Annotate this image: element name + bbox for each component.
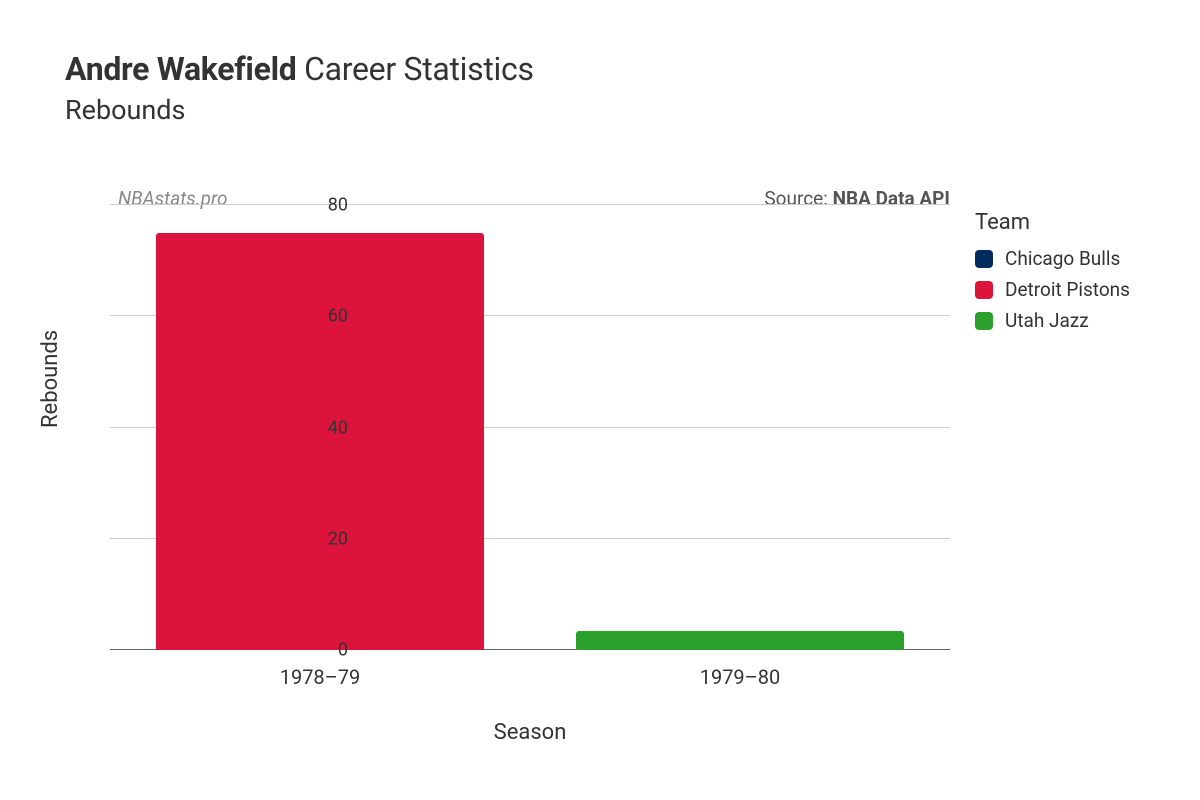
bar-segment — [576, 631, 904, 650]
chart-container: Andre Wakefield Career Statistics Reboun… — [0, 0, 1200, 800]
source-label: Source: — [764, 187, 832, 210]
legend-label: Chicago Bulls — [1005, 247, 1120, 270]
y-tick-label: 0 — [288, 640, 348, 661]
legend-item: Utah Jazz — [975, 309, 1130, 332]
title-block: Andre Wakefield Career Statistics Reboun… — [65, 50, 534, 126]
legend-swatch — [975, 250, 993, 268]
source-attribution: Source: NBA Data API — [764, 187, 950, 210]
legend-swatch — [975, 281, 993, 299]
legend-swatch — [975, 312, 993, 330]
x-tick-label: 1979–80 — [700, 665, 781, 689]
legend-title: Team — [975, 210, 1130, 235]
y-tick-label: 60 — [288, 306, 348, 327]
title-rest: Career Statistics — [296, 50, 533, 88]
title-bold: Andre Wakefield — [65, 50, 296, 88]
legend-item: Detroit Pistons — [975, 278, 1130, 301]
watermark: NBAstats.pro — [118, 187, 228, 210]
y-tick-label: 40 — [288, 417, 348, 438]
gridline — [110, 204, 950, 205]
plot-area: NBAstats.pro Source: NBA Data API 1978–7… — [110, 205, 950, 650]
bar-segment — [156, 233, 484, 650]
y-axis-label: Rebounds — [38, 330, 63, 428]
legend-item: Chicago Bulls — [975, 247, 1130, 270]
chart-subtitle: Rebounds — [65, 94, 534, 126]
x-axis-label: Season — [494, 720, 567, 745]
legend-label: Utah Jazz — [1005, 309, 1089, 332]
source-value: NBA Data API — [833, 187, 950, 210]
y-tick-label: 20 — [288, 528, 348, 549]
x-tick-label: 1978–79 — [280, 665, 361, 689]
legend: Team Chicago Bulls Detroit Pistons Utah Ja… — [975, 210, 1130, 340]
chart-title: Andre Wakefield Career Statistics — [65, 50, 534, 88]
y-tick-label: 80 — [288, 195, 348, 216]
legend-label: Detroit Pistons — [1005, 278, 1130, 301]
